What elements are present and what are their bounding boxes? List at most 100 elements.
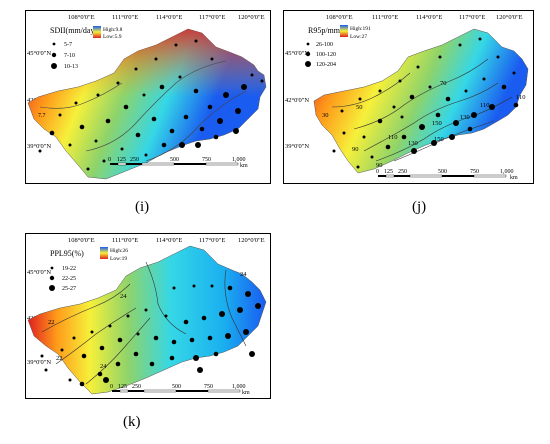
panel-caption-i: (i)	[135, 199, 150, 215]
map-sdii: 108°0'0"E 111°0'0"E 114°0'0"E 117°0'0"E …	[27, 14, 267, 180]
legend-high: High:26	[110, 248, 128, 254]
map-ppl95: 108°0'0"E 111°0'0"E 114°0'0"E 117°0'0"E …	[27, 237, 267, 396]
legend-title: R95p/mm	[308, 26, 341, 35]
map-panel-r95p: 108°0'0"E 111°0'0"E 114°0'0"E 117°0'0"E …	[283, 10, 534, 184]
lon-label: 108°0'0"E	[326, 14, 353, 21]
scale-label: 250	[130, 157, 139, 163]
contour-label: 150	[434, 136, 444, 143]
contour-label: 130	[460, 114, 470, 121]
lat-label: 42°0'0"N	[285, 97, 309, 104]
scale-unit: km	[242, 390, 250, 396]
top-longitude-labels: 108°0'0"E 111°0'0"E 114°0'0"E 117°0'0"E …	[68, 14, 265, 21]
lon-label: 111°0'0"E	[372, 14, 398, 21]
scale-label: 250	[132, 384, 141, 390]
contour-label: 110	[388, 134, 398, 141]
scale-label: 1,000	[232, 384, 246, 390]
legend-class: 19-22	[62, 266, 76, 272]
lat-label: 45°0'0"N	[285, 50, 309, 57]
contour-label: 50	[356, 104, 363, 111]
legend-low: Low:27	[350, 34, 367, 40]
scale-label: 500	[170, 157, 179, 163]
contour-label: 30	[322, 112, 329, 119]
lon-label: 114°0'0"E	[156, 14, 182, 21]
lat-label: 39°0'0"N	[27, 359, 51, 366]
legend-low: Low:5.9	[103, 34, 122, 40]
scale-label: 1,000	[232, 157, 246, 163]
legend-box: R95p/mm High:191 Low:27 26-100 100-120 1…	[305, 25, 371, 68]
map-r95p: 108°0'0"E 111°0'0"E 114°0'0"E 117°0'0"E …	[285, 14, 529, 181]
legend-class: 10-13	[64, 64, 78, 70]
lat-label: 45°0'0"N	[27, 269, 51, 276]
contour-label: 150	[432, 120, 442, 127]
legend-ramp	[340, 25, 348, 37]
contour-label: 70	[440, 80, 447, 87]
contour-label: 110	[516, 94, 526, 101]
lon-label: 111°0'0"E	[112, 237, 138, 244]
scale-label: 0	[110, 384, 113, 390]
legend-class: 100-120	[316, 52, 336, 58]
lat-label: 45°0'0"N	[27, 50, 51, 57]
lon-label: 120°0'0"E	[496, 14, 523, 21]
panel-caption-k: (k)	[123, 414, 141, 430]
legend-ramp	[93, 26, 101, 38]
legend-title: PPL95(%)	[50, 249, 84, 258]
contour-lines	[39, 60, 247, 162]
contour-label: 110	[480, 102, 490, 109]
scale-label: 750	[470, 169, 479, 175]
scale-label: 125	[117, 157, 126, 163]
lon-label: 114°0'0"E	[416, 14, 442, 21]
contour-labels: 7.7	[38, 113, 46, 119]
legend-high: High:191	[350, 26, 371, 32]
region-shape	[27, 245, 267, 395]
lat-label: 39°0'0"N	[27, 143, 51, 150]
legend-class: 7-10	[64, 53, 75, 59]
scale-unit: km	[510, 175, 518, 181]
contour-label: 22	[48, 319, 55, 326]
legend-class: 120-204	[316, 62, 336, 68]
panel-caption-j: (j)	[412, 199, 427, 215]
scale-label: 125	[384, 169, 393, 175]
legend-class: 5-7	[64, 42, 72, 48]
legend-class: 25-27	[62, 286, 76, 292]
legend-class: 26-100	[316, 42, 333, 48]
map-panel-ppl95: 108°0'0"E 111°0'0"E 114°0'0"E 117°0'0"E …	[25, 233, 271, 399]
legend-class: 22-25	[62, 276, 76, 282]
lon-label: 108°0'0"E	[68, 14, 95, 21]
scale-bar: 0 125 250 500 750 1,000 km	[108, 157, 248, 169]
contour-label: 24	[240, 271, 247, 278]
scale-label: 125	[118, 384, 127, 390]
scale-label: 500	[172, 384, 181, 390]
lon-label: 117°0'0"E	[459, 14, 485, 21]
scale-label: 750	[204, 384, 213, 390]
lon-label: 111°0'0"E	[112, 14, 138, 21]
scale-label: 250	[398, 169, 407, 175]
lon-label: 108°0'0"E	[68, 237, 95, 244]
scale-label: 0	[376, 169, 379, 175]
station-points	[38, 39, 264, 171]
lon-label: 117°0'0"E	[199, 237, 225, 244]
scale-label: 750	[202, 157, 211, 163]
lat-label: 39°0'0"N	[285, 143, 309, 150]
lon-label: 120°0'0"E	[238, 14, 265, 21]
lon-label: 117°0'0"E	[199, 14, 225, 21]
contour-label: 130	[408, 140, 418, 147]
region-shape	[313, 28, 529, 174]
legend-title: SDII(mm/day)	[50, 26, 97, 35]
map-panel-sdii: 108°0'0"E 111°0'0"E 114°0'0"E 117°0'0"E …	[25, 10, 271, 184]
scale-label: 1,000	[500, 169, 514, 175]
contour-label: 24	[100, 363, 107, 370]
scale-bar: 0 125 250 500 750 1,000 km	[376, 169, 518, 181]
contour-label: 24	[120, 293, 127, 300]
legend-ramp	[100, 247, 108, 259]
lon-label: 120°0'0"E	[238, 237, 265, 244]
legend-high: High:9.8	[103, 27, 123, 33]
lon-label: 114°0'0"E	[156, 237, 182, 244]
legend-box: PPL95(%) High:26 Low:19 19-22 22-25 25-2…	[49, 247, 128, 292]
contour-label: 90	[352, 146, 359, 153]
legend-low: Low:19	[110, 256, 127, 262]
contour-label: 7.7	[38, 113, 46, 119]
contour-label: 22	[56, 355, 63, 362]
scale-label: 0	[108, 157, 111, 163]
contour-label: 90	[376, 162, 383, 169]
legend-box: SDII(mm/day) High:9.8 Low:5.9 5-7 7-10 1…	[50, 26, 123, 70]
